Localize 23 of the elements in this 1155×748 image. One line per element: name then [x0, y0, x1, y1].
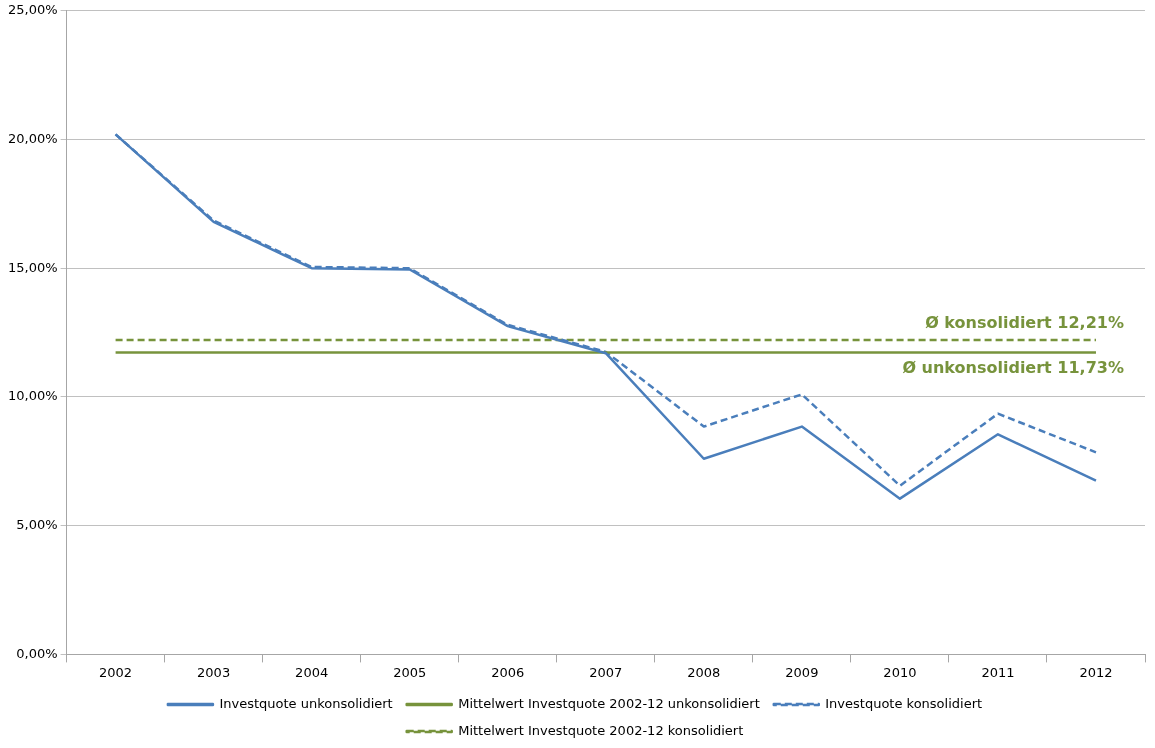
y-tick-label: 15,00%	[7, 259, 58, 275]
legend-label: Investquote konsolidiert	[825, 695, 983, 711]
x-tick-label: 2003	[197, 664, 231, 680]
y-tick-label: 20,00%	[7, 130, 58, 146]
x-tick-label: 2011	[981, 664, 1015, 680]
x-tick-label: 2004	[295, 664, 329, 680]
legend-label: Mittelwert Investquote 2002-12 konsolidiert	[458, 722, 744, 738]
annotation: Ø unkonsolidiert 11,73%	[902, 357, 1124, 377]
x-tick-label: 2007	[589, 664, 623, 680]
y-tick-label: 0,00%	[16, 645, 58, 661]
x-tick-label: 2002	[99, 664, 133, 680]
legend-label: Mittelwert Investquote 2002-12 unkonsolidiert	[458, 695, 760, 711]
x-tick-label: 2006	[491, 664, 525, 680]
x-tick-label: 2009	[785, 664, 819, 680]
y-tick-label: 25,00%	[7, 2, 58, 18]
y-tick-label: 10,00%	[7, 388, 58, 404]
legend-label: Investquote unkonsolidiert	[219, 695, 393, 711]
x-tick-label: 2012	[1079, 664, 1113, 680]
y-tick-label: 5,00%	[16, 517, 58, 533]
annotation: Ø konsolidiert 12,21%	[925, 313, 1124, 333]
x-tick-label: 2005	[393, 664, 427, 680]
x-tick-label: 2010	[883, 664, 917, 680]
x-tick-label: 2008	[687, 664, 721, 680]
